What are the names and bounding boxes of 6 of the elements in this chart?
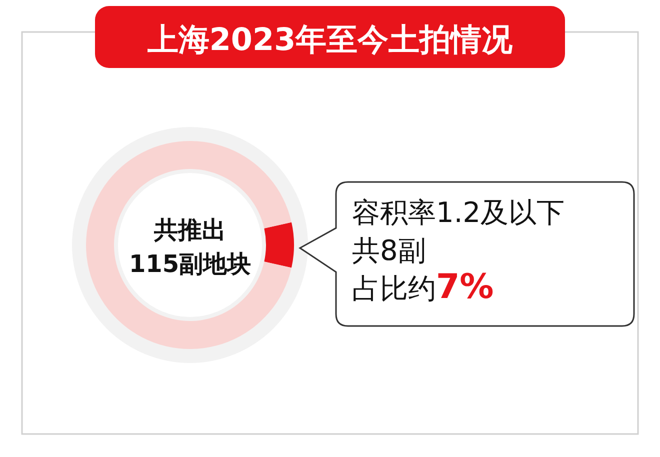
text: 共推出 (153, 216, 226, 244)
text: 共8副 (352, 234, 426, 267)
chart-title: 上海2023年至今土拍情况 (146, 22, 514, 58)
text: 115副地块 (128, 250, 252, 278)
text: 容积率1.2及以下 (352, 196, 565, 229)
text: 占比约7% (352, 267, 494, 307)
